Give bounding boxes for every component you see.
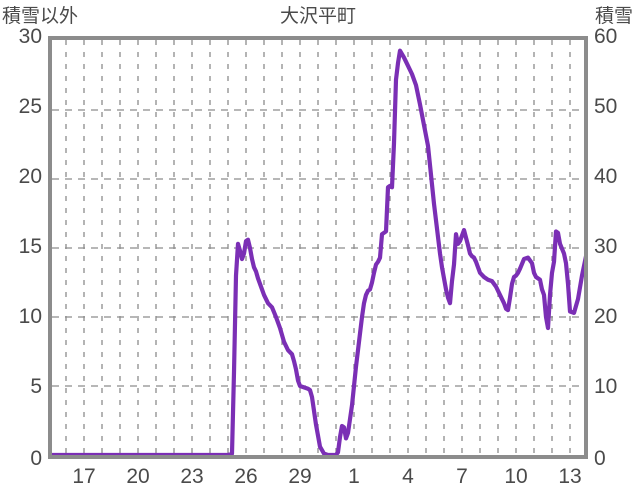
horizontal-gridlines: [52, 109, 584, 387]
y-tick-right-60: 60: [594, 25, 618, 48]
y-tick-right-10: 10: [594, 375, 618, 398]
right-axis-header: 積雪: [594, 6, 633, 27]
plot-area: [48, 36, 588, 459]
x-tick-29: 29: [288, 465, 312, 488]
x-tick-26: 26: [234, 465, 258, 488]
y-tick-left-10: 10: [18, 305, 42, 328]
x-tick-10: 10: [504, 465, 528, 488]
x-tick-17: 17: [72, 465, 96, 488]
y-tick-right-20: 20: [594, 305, 618, 328]
chart-title: 大沢平町: [279, 6, 356, 27]
y-tick-right-30: 30: [594, 235, 618, 258]
y-tick-right-50: 50: [594, 95, 618, 118]
chart-svg: [52, 40, 584, 455]
snow-depth-line: [52, 48, 584, 455]
plot-inner: [52, 40, 584, 455]
left-axis-header: 積雪以外: [2, 6, 79, 27]
y-tick-left-0: 0: [30, 447, 42, 470]
y-tick-left-20: 20: [18, 165, 42, 188]
x-tick-20: 20: [126, 465, 150, 488]
x-tick-7: 7: [456, 465, 468, 488]
y-tick-right-0: 0: [594, 447, 606, 470]
x-tick-4: 4: [402, 465, 414, 488]
y-tick-left-15: 15: [18, 235, 42, 258]
x-tick-13: 13: [558, 465, 582, 488]
y-tick-left-30: 30: [18, 25, 42, 48]
y-tick-left-25: 25: [18, 95, 42, 118]
x-tick-1: 1: [348, 465, 360, 488]
y-tick-right-40: 40: [594, 165, 618, 188]
x-tick-23: 23: [180, 465, 204, 488]
y-tick-left-5: 5: [30, 375, 42, 398]
